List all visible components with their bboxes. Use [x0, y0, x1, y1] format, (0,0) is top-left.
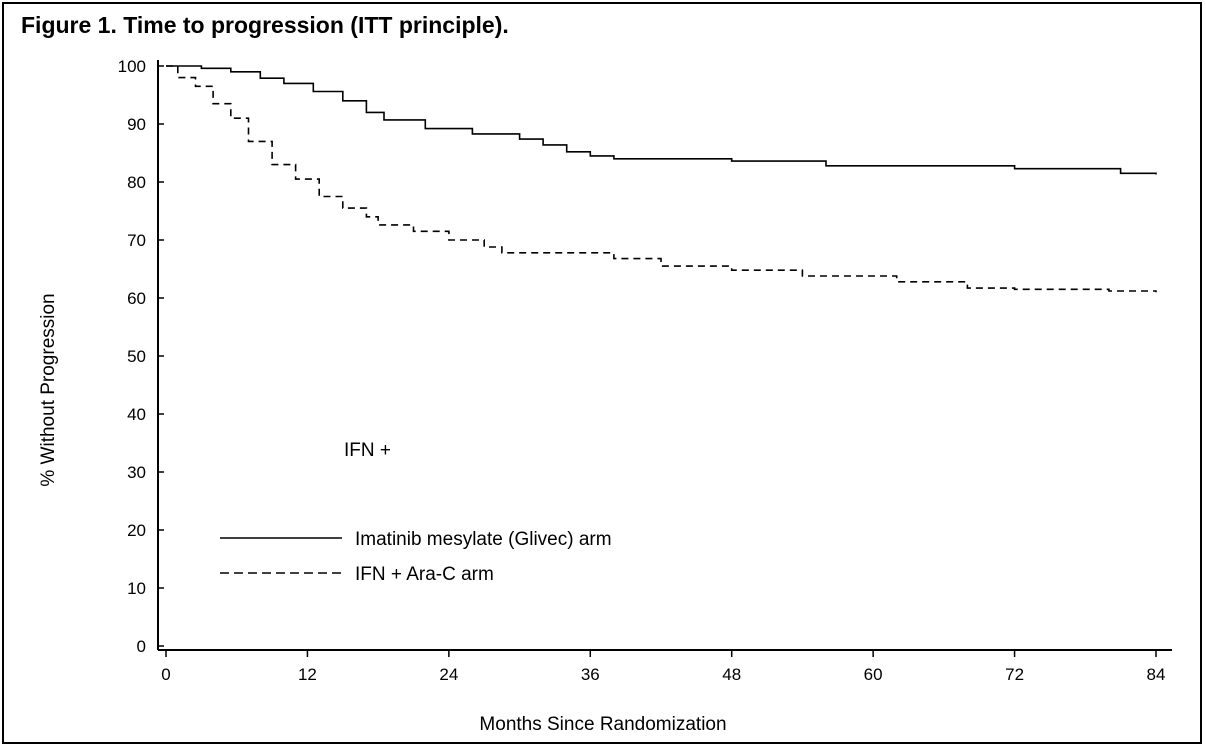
x-tick-label: 48 — [722, 665, 741, 684]
axes: 0 10 20 30 40 50 60 70 80 90 100 0 12 24 36 48 60 72 84 — [118, 57, 1172, 684]
y-tick-label: 20 — [127, 521, 146, 540]
y-tick-label: 80 — [127, 173, 146, 192]
x-tick-label: 12 — [298, 665, 317, 684]
series-group — [166, 65, 1157, 293]
y-tick-label: 40 — [127, 405, 146, 424]
x-tick-label: 60 — [864, 665, 883, 684]
y-tick-label: 60 — [127, 289, 146, 308]
y-tick-label: 90 — [127, 115, 146, 134]
x-tick-label: 72 — [1005, 665, 1024, 684]
legend-label-ifn: IFN + Ara-C arm — [355, 564, 494, 585]
y-tick-label: 0 — [137, 637, 146, 656]
labels-group: Months Since Randomization % Without Pro… — [38, 293, 727, 735]
series-line-imatinib — [166, 65, 1157, 175]
y-axis-label: % Without Progression — [38, 293, 59, 486]
x-tick-label: 0 — [161, 665, 170, 684]
y-tick-label: 100 — [118, 57, 146, 76]
chart-title: Figure 1. Time to progression (ITT princ… — [21, 12, 509, 38]
x-tick-label: 24 — [439, 665, 458, 684]
x-tick-label: 84 — [1147, 665, 1166, 684]
legend-label-imatinib: Imatinib mesylate (Glivec) arm — [355, 529, 612, 550]
y-tick-label: 10 — [127, 579, 146, 598]
legend: Imatinib mesylate (Glivec) arm IFN + Ara… — [220, 529, 612, 585]
y-tick-label: 30 — [127, 463, 146, 482]
y-tick-label: 50 — [127, 347, 146, 366]
x-axis-label: Months Since Randomization — [479, 714, 726, 735]
x-tick-label: 36 — [581, 665, 600, 684]
series-line-ifn-ara-c — [166, 65, 1157, 293]
y-tick-label: 70 — [127, 231, 146, 250]
chart-annotation: IFN + — [344, 440, 391, 461]
